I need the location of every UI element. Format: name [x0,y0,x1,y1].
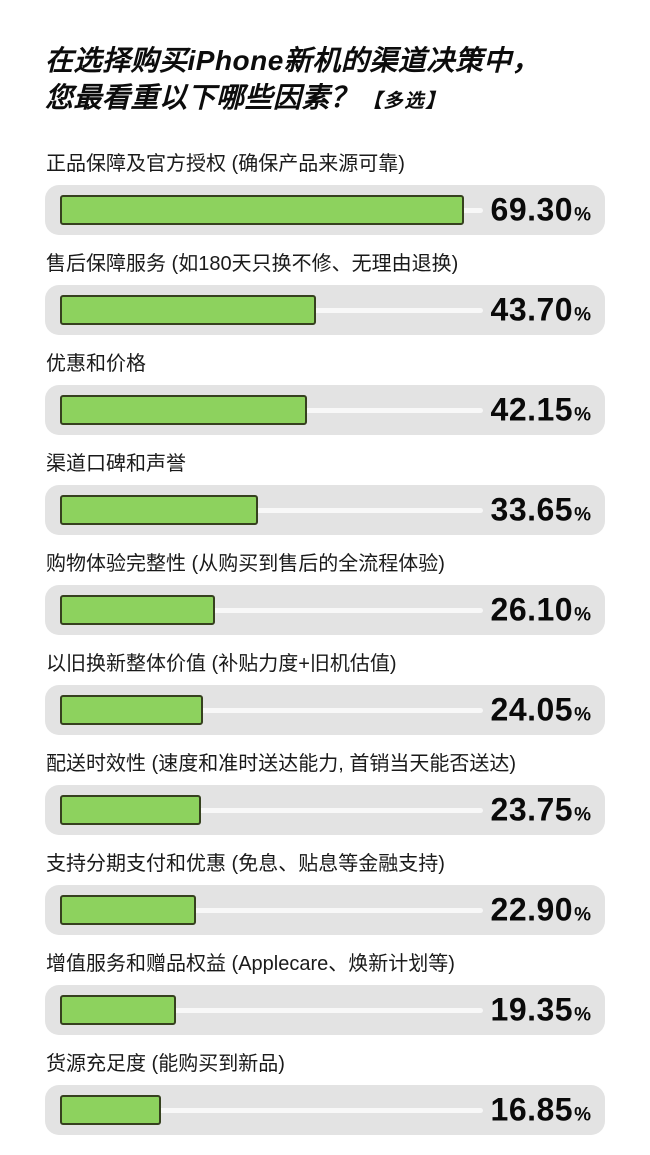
bar-track: 19.35 % [45,985,605,1035]
factor-row: 正品保障及官方授权 (确保产品来源可靠) 69.30 % [45,152,605,235]
value-number: 16.85 [490,1091,574,1128]
bar-remainder-line [60,1007,483,1013]
factor-row: 售后保障服务 (如180天只换不修、无理由退换) 43.70 % [45,252,605,335]
percent-sign: % [574,1104,591,1126]
bar-track: 23.75 % [45,785,605,835]
percent-sign: % [574,504,591,526]
factor-label: 配送时效性 (速度和准时送达能力, 首销当天能否送达) [46,753,516,775]
percent-sign: % [574,304,591,326]
factor-row: 优惠和价格 42.15 % [45,352,605,435]
title-line2: 您最看重以下哪些因素？ [45,82,359,113]
factor-label: 购物体验完整性 (从购买到售后的全流程体验) [46,553,445,575]
bar-fill [60,695,203,725]
factor-row: 购物体验完整性 (从购买到售后的全流程体验) 26.10 % [45,552,605,635]
bar-track: 33.65 % [45,485,605,535]
factor-label: 货源充足度 (能购买到新品) [46,1053,285,1075]
factor-label: 以旧换新整体价值 (补贴力度+旧机估值) [46,653,397,675]
bar-fill [60,595,215,625]
value-label: 26.10 % [491,592,591,629]
value-label: 43.70 % [491,292,591,329]
percent-sign: % [574,904,591,926]
percent-sign: % [574,204,591,226]
factor-row: 支持分期支付和优惠 (免息、贴息等金融支持) 22.90 % [45,852,605,935]
value-label: 16.85 % [491,1092,591,1129]
factor-row: 渠道口碑和声誉 33.65 % [45,452,605,535]
value-number: 24.05 [490,691,574,728]
bar-fill [60,295,316,325]
factor-label: 支持分期支付和优惠 (免息、贴息等金融支持) [46,853,445,875]
value-number: 26.10 [490,591,574,628]
value-number: 42.15 [490,391,574,428]
factor-label: 优惠和价格 [46,353,146,375]
bar-track: 26.10 % [45,585,605,635]
factor-label: 渠道口碑和声誉 [46,453,186,475]
bar-fill [60,195,464,225]
bar-track: 22.90 % [45,885,605,935]
value-number: 33.65 [490,491,574,528]
bar-remainder-line [60,707,483,713]
factor-row: 货源充足度 (能购买到新品) 16.85 % [45,1052,605,1135]
bar-fill [60,995,176,1025]
multi-select-tag: 【多选】 [362,91,447,112]
factor-row: 增值服务和赠品权益 (Applecare、焕新计划等) 19.35 % [45,952,605,1035]
value-label: 42.15 % [491,392,591,429]
factor-row: 以旧换新整体价值 (补贴力度+旧机估值) 24.05 % [45,652,605,735]
bar-fill [60,1095,161,1125]
value-label: 23.75 % [491,792,591,829]
bar-remainder-line [60,807,483,813]
page-title: 在选择购买iPhone新机的渠道决策中， 您最看重以下哪些因素？ 【多选】 [45,42,605,120]
bar-remainder-line [60,507,483,513]
percent-sign: % [574,1004,591,1026]
value-number: 23.75 [490,791,574,828]
value-label: 19.35 % [491,992,591,1029]
title-line1: 在选择购买iPhone新机的渠道决策中， [45,45,541,76]
bar-remainder-line [60,907,483,913]
percent-sign: % [574,704,591,726]
bar-fill [60,895,196,925]
bar-fill [60,795,201,825]
bar-fill [60,395,307,425]
bar-list: 正品保障及官方授权 (确保产品来源可靠) 69.30 % 售后保障服务 (如18… [45,152,605,1135]
bar-track: 43.70 % [45,285,605,335]
bar-fill [60,495,258,525]
value-label: 22.90 % [491,892,591,929]
bar-track: 69.30 % [45,185,605,235]
percent-sign: % [574,804,591,826]
value-label: 69.30 % [491,192,591,229]
factor-label: 增值服务和赠品权益 (Applecare、焕新计划等) [46,953,455,975]
bar-track: 42.15 % [45,385,605,435]
bar-track: 24.05 % [45,685,605,735]
value-label: 33.65 % [491,492,591,529]
bar-remainder-line [60,1107,483,1113]
value-number: 69.30 [490,191,574,228]
percent-sign: % [574,604,591,626]
value-number: 22.90 [490,891,574,928]
value-number: 19.35 [490,991,574,1028]
value-number: 43.70 [490,291,574,328]
bar-remainder-line [60,607,483,613]
factor-row: 配送时效性 (速度和准时送达能力, 首销当天能否送达) 23.75 % [45,752,605,835]
factor-label: 售后保障服务 (如180天只换不修、无理由退换) [46,253,459,275]
bar-track: 16.85 % [45,1085,605,1135]
value-label: 24.05 % [491,692,591,729]
percent-sign: % [574,404,591,426]
factor-label: 正品保障及官方授权 (确保产品来源可靠) [46,153,405,175]
